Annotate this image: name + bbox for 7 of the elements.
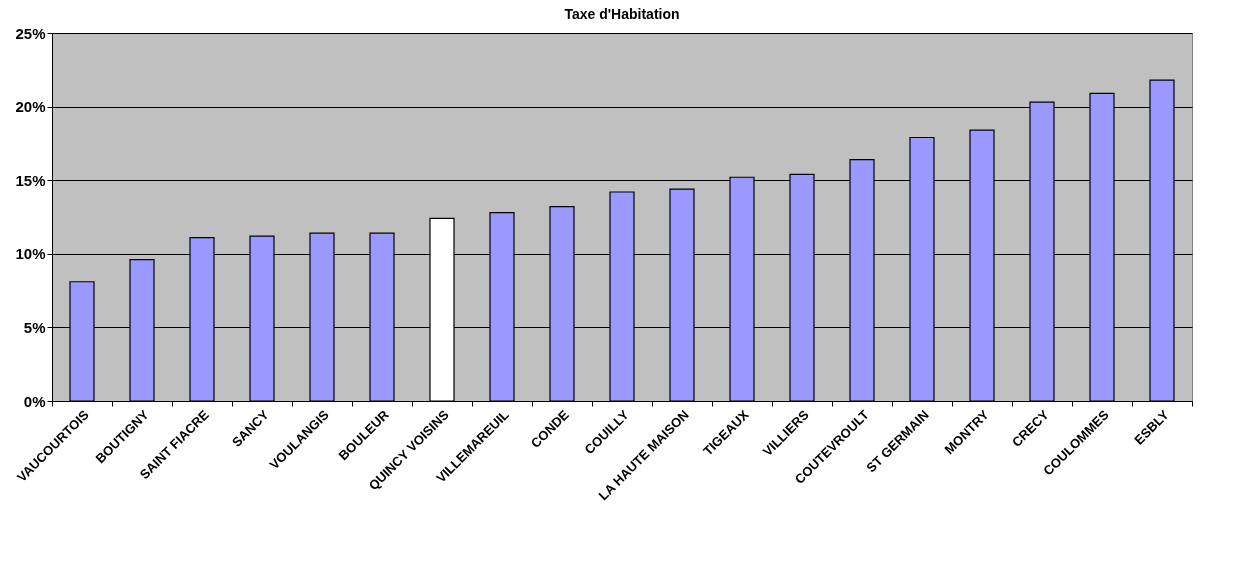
y-tick-label: 15% bbox=[15, 171, 46, 189]
y-tick-label: 0% bbox=[23, 392, 46, 410]
y-tick-label: 25% bbox=[15, 24, 46, 42]
chart-title: Taxe d'Habitation bbox=[564, 6, 680, 22]
y-tick-label: 20% bbox=[15, 98, 46, 116]
y-tick-label: 10% bbox=[15, 245, 46, 263]
y-tick-label: 5% bbox=[23, 318, 46, 336]
